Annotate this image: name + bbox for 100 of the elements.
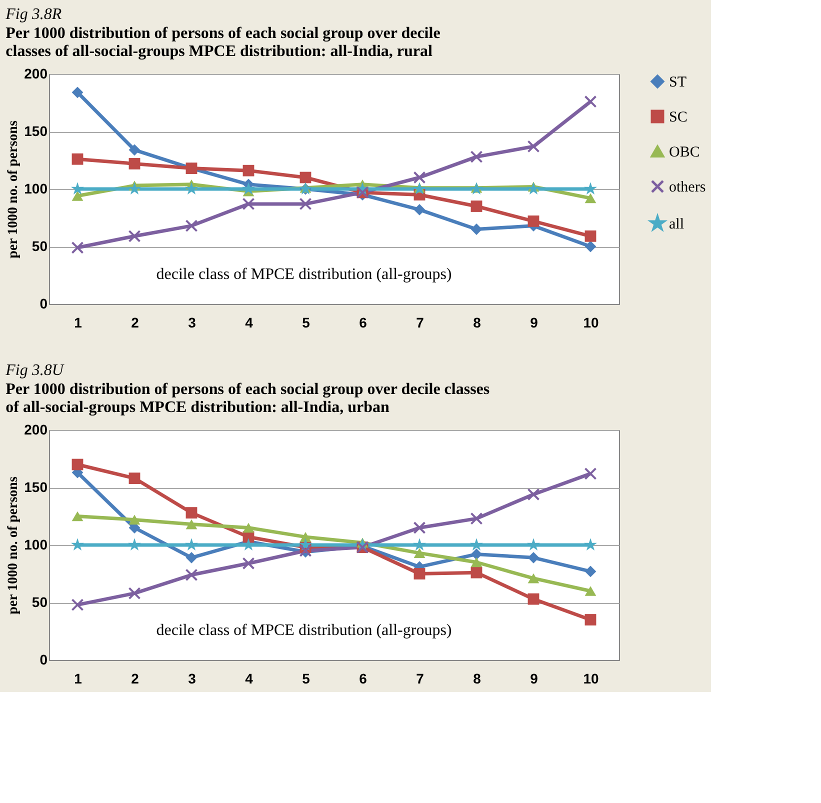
point [584, 182, 597, 195]
legend-label: all [669, 216, 684, 232]
point [71, 241, 84, 254]
point [584, 586, 596, 596]
point [185, 220, 198, 232]
legend-label: ST [669, 74, 687, 90]
point [242, 164, 254, 176]
point [72, 86, 84, 98]
point [584, 614, 596, 626]
y-tick-label: 100 [24, 536, 48, 552]
point [185, 182, 198, 195]
point [71, 538, 84, 551]
point [72, 511, 84, 522]
point [128, 158, 140, 170]
point [300, 172, 312, 184]
y-axis-title: per 1000 no. of persons [6, 476, 22, 614]
x-tick-label: 10 [583, 314, 599, 330]
y-tick-label: 150 [24, 123, 48, 139]
point [71, 182, 84, 195]
point [299, 198, 312, 210]
point [470, 566, 482, 578]
y-tick-label: 200 [24, 422, 48, 438]
x-tick-label: 7 [416, 670, 424, 686]
point [528, 552, 540, 564]
x-tick-label: 4 [245, 314, 254, 330]
y-tick-label: 200 [24, 66, 48, 82]
point [186, 552, 198, 564]
point [470, 150, 483, 164]
y-axis-title: per 1000 no. of persons [6, 120, 22, 258]
point [584, 95, 597, 108]
point [527, 140, 540, 153]
x-tick-label: 5 [302, 314, 310, 330]
chart-subtitle: Per 1000 distribution of persons of each social group over decile classes of all-social-groups MPCE distribution: all-India, rural [6, 25, 440, 60]
y-tick-label: 50 [32, 238, 48, 254]
x-tick-label: 9 [530, 670, 538, 686]
point [185, 568, 198, 582]
x-tick-label: 3 [188, 314, 196, 330]
point [413, 538, 426, 551]
point [528, 593, 540, 605]
x-tick-label: 6 [359, 670, 368, 686]
legend-label: SC [669, 110, 688, 126]
point [186, 519, 198, 530]
x-tick-label: 7 [416, 314, 424, 330]
point [470, 557, 482, 568]
point [584, 566, 596, 578]
point [128, 538, 141, 551]
point [186, 507, 198, 518]
point [128, 144, 140, 156]
point [72, 458, 84, 470]
point [470, 548, 482, 560]
x-tick-label: 6 [359, 314, 368, 330]
point [584, 538, 597, 551]
annotation: decile class of MPCE distribution (all-groups) [156, 622, 452, 639]
point [128, 230, 141, 242]
x-tick-label: 10 [583, 670, 599, 686]
x-tick-label: 8 [473, 670, 482, 686]
point [470, 200, 482, 212]
point [128, 514, 140, 525]
x-tick-label: 5 [302, 670, 310, 686]
point [242, 538, 255, 551]
point [584, 230, 596, 242]
x-tick-label: 1 [74, 314, 82, 330]
x-tick-label: 2 [131, 670, 140, 686]
point [414, 548, 426, 558]
y-tick-label: 50 [32, 594, 48, 610]
point [528, 216, 540, 227]
y-tick-label: 0 [40, 652, 48, 668]
point [414, 568, 426, 580]
x-tick-label: 8 [473, 314, 482, 330]
point [584, 193, 596, 204]
point [527, 538, 540, 551]
annotation: decile class of MPCE distribution (all-groups) [156, 266, 452, 283]
legend-label: OBC [669, 144, 700, 160]
point [242, 182, 255, 195]
point [71, 598, 84, 612]
point [413, 171, 426, 184]
chart-subtitle: Per 1000 distribution of persons of each social group over decile classes of all-social-groups MPCE distribution: all-India, urban [6, 381, 490, 416]
y-tick-label: 150 [24, 479, 48, 495]
x-tick-label: 9 [530, 314, 538, 330]
point [72, 153, 84, 165]
point [413, 522, 426, 534]
point [242, 557, 255, 570]
point [527, 182, 540, 195]
point [242, 522, 254, 533]
point [470, 538, 483, 551]
point [128, 472, 140, 484]
legend-label: others [669, 180, 706, 196]
point [528, 573, 540, 584]
point [242, 198, 255, 210]
point [414, 204, 426, 216]
x-tick-label: 2 [131, 314, 140, 330]
point [584, 240, 596, 252]
x-tick-label: 4 [245, 670, 254, 686]
point [584, 467, 597, 480]
y-tick-label: 0 [40, 296, 48, 312]
y-tick-label: 100 [24, 180, 48, 196]
point [185, 538, 198, 551]
point [72, 190, 84, 201]
x-tick-label: 3 [188, 670, 196, 686]
chart-title: Fig 3.8R [4, 6, 62, 23]
